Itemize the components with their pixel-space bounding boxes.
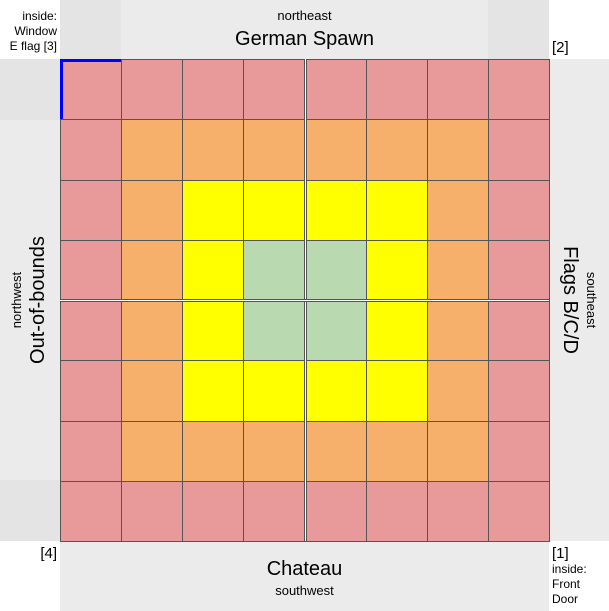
grid-cell-r8-c8 [488, 481, 550, 542]
grid-cell-r7-c2 [121, 421, 183, 482]
bottom-title-label: Chateau [266, 558, 343, 580]
grid-cell-r3-c1 [60, 180, 122, 241]
grid-cell-r2-c8 [488, 119, 550, 181]
grid-cell-r4-c5 [305, 240, 367, 301]
grid-cell-r6-c3 [182, 360, 244, 422]
right-band [549, 59, 609, 541]
grid-cell-r4-c4 [243, 240, 306, 301]
grid-cell-r1-c6 [366, 59, 428, 120]
bottom-band [60, 541, 549, 611]
corner-bottom-right-line-2: inside: [552, 562, 587, 576]
grid-cell-r7-c7 [427, 421, 489, 482]
grid-cell-r5-c4 [243, 300, 306, 361]
grid-cell-r6-c6 [366, 360, 428, 422]
grid-cell-r8-c2 [121, 481, 183, 542]
grid-cell-r5-c6 [366, 300, 428, 361]
grid-cell-r4-c8 [488, 240, 550, 301]
grid-cell-r7-c8 [488, 421, 550, 482]
grid-cell-r4-c3 [182, 240, 244, 301]
grid-cell-r1-c8 [488, 59, 550, 120]
corner-bottom-right-label: [1] inside: Front Door [552, 545, 587, 607]
grid-cell-r7-c6 [366, 421, 428, 482]
grid-cell-r6-c5 [305, 360, 367, 422]
grid-cell-r6-c2 [121, 360, 183, 422]
left-title-label: Out-of-bounds [27, 236, 49, 364]
grid-cell-r7-c4 [243, 421, 306, 482]
corner-top-right-label: [2] [552, 39, 569, 56]
grid-cell-r1-c5 [305, 59, 367, 120]
grid-cell-r6-c4 [243, 360, 306, 422]
corner-top-left-label: inside: Window E flag [3] [0, 9, 57, 54]
grid-cell-r1-c4 [243, 59, 306, 120]
left-band-end-bottom [0, 480, 60, 541]
grid-cell-r8-c5 [305, 481, 367, 542]
grid-cell-r8-c6 [366, 481, 428, 542]
left-band-end-top [0, 59, 60, 120]
grid-cell-r6-c8 [488, 360, 550, 422]
grid-cell-r5-c5 [305, 300, 367, 361]
corner-bottom-right-line-4: Door [552, 592, 579, 606]
grid-cell-r7-c5 [305, 421, 367, 482]
grid-cell-r3-c5 [305, 180, 367, 241]
grid-cell-r1-c2 [121, 59, 183, 120]
grid-cell-r5-c1 [60, 300, 122, 361]
grid-cell-r3-c8 [488, 180, 550, 241]
grid-cell-r5-c2 [121, 300, 183, 361]
corner-bottom-right-line-3: Front [552, 577, 581, 591]
grid-cell-r4-c7 [427, 240, 489, 301]
grid-cell-r5-c8 [488, 300, 550, 361]
grid-cell-r2-c5 [305, 119, 367, 181]
grid-cell-r2-c7 [427, 119, 489, 181]
grid-cell-r1-c1 [60, 59, 122, 120]
top-band [60, 0, 549, 59]
right-direction-label: southeast [584, 271, 599, 329]
grid-cell-r2-c6 [366, 119, 428, 181]
grid-cell-r7-c3 [182, 421, 244, 482]
top-title-label: German Spawn [235, 28, 374, 50]
grid-cell-r4-c6 [366, 240, 428, 301]
grid-cell-r2-c2 [121, 119, 183, 181]
corner-top-left-line-3: E flag [3] [9, 39, 57, 53]
corner-bottom-left-label: [4] [40, 545, 57, 562]
grid-cell-r3-c6 [366, 180, 428, 241]
grid-cell-r3-c2 [121, 180, 183, 241]
grid-cell-r3-c3 [182, 180, 244, 241]
corner-top-left-line-2: Window [14, 24, 57, 38]
grid-cell-r4-c2 [121, 240, 183, 301]
bottom-direction-label: southwest [275, 583, 334, 598]
left-band [0, 59, 60, 541]
grid-cell-r8-c1 [60, 481, 122, 542]
grid-cell-r2-c3 [182, 119, 244, 181]
grid-cell-r1-c3 [182, 59, 244, 120]
grid-cell-r4-c1 [60, 240, 122, 301]
left-direction-label: northwest [9, 271, 24, 329]
zone-grid [60, 59, 550, 542]
corner-bottom-right-line-1: [1] [552, 545, 569, 562]
right-title-label: Flags B/C/D [559, 246, 581, 354]
grid-cell-r8-c4 [243, 481, 306, 542]
grid-cell-r7-c1 [60, 421, 122, 482]
grid-cell-r3-c4 [243, 180, 306, 241]
grid-cell-r6-c1 [60, 360, 122, 422]
top-band-side-right [488, 0, 549, 59]
grid-cell-r5-c7 [427, 300, 489, 361]
grid-cell-r2-c4 [243, 119, 306, 181]
grid-cell-r8-c3 [182, 481, 244, 542]
grid-cell-r1-c7 [427, 59, 489, 120]
grid-cell-r8-c7 [427, 481, 489, 542]
grid-cell-r3-c7 [427, 180, 489, 241]
top-direction-label: northeast [277, 8, 332, 23]
grid-cell-r2-c1 [60, 119, 122, 181]
corner-top-left-line-1: inside: [22, 9, 57, 23]
grid-cell-r5-c3 [182, 300, 244, 361]
grid-cell-r6-c7 [427, 360, 489, 422]
grid-center-horizontal-divider [60, 299, 549, 302]
top-band-side-left [60, 0, 121, 59]
